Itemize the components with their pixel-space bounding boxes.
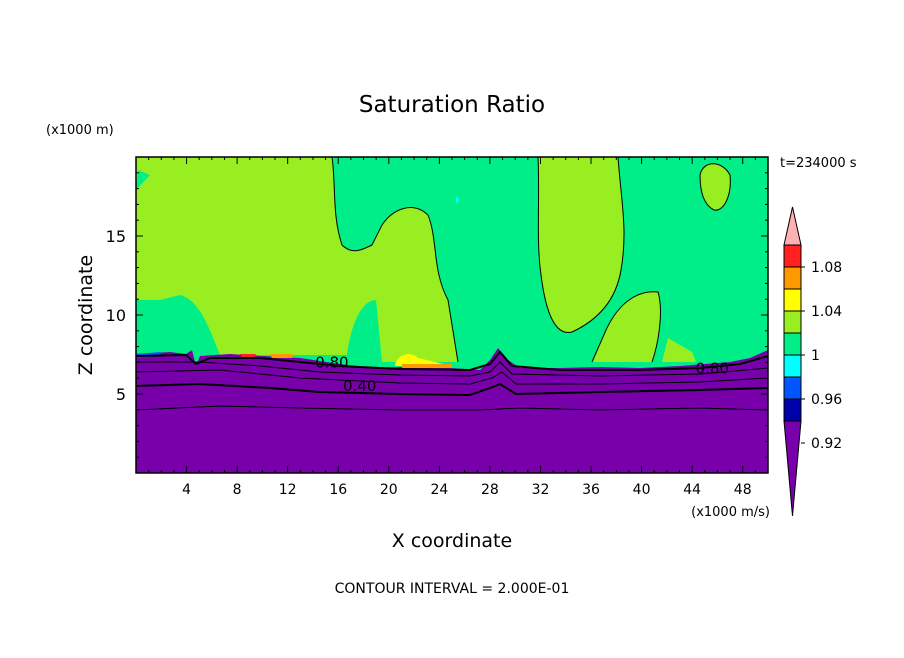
subsaturation-patch — [456, 196, 460, 204]
x-axis-label: X coordinate — [392, 530, 512, 552]
x-tick-label: 28 — [481, 482, 499, 498]
x-tick-label: 24 — [430, 482, 448, 498]
x-tick-label: 12 — [279, 482, 297, 498]
y-tick-label: 10 — [106, 306, 126, 325]
colorbar-swatch — [783, 398, 802, 422]
x-tick-label: 32 — [532, 482, 550, 498]
colorbar-label: 1.04 — [811, 304, 842, 320]
plot-area: 0.80 0.40 0.80 — [136, 157, 768, 473]
supersaturation-patch — [270, 354, 294, 358]
saturated-region — [136, 157, 731, 362]
x-axis-ticks: 4 8 12 16 20 24 28 32 36 40 44 48 — [148, 157, 756, 498]
colorbar-label: 1.08 — [811, 260, 842, 276]
supersaturation-patch — [240, 354, 256, 357]
colorbar-swatch — [783, 266, 802, 290]
colorbar-swatch — [783, 288, 802, 312]
y-units-label: (x1000 m) — [46, 123, 114, 138]
colorbar-swatch — [783, 332, 802, 356]
colorbar-label: 0.96 — [811, 392, 842, 408]
colorbar-swatch — [783, 310, 802, 334]
colorbar-label: 0.92 — [811, 436, 842, 452]
colorbar-swatch — [783, 376, 802, 400]
x-tick-label: 4 — [182, 482, 191, 498]
y-tick-label: 15 — [106, 227, 126, 246]
x-tick-label: 20 — [380, 482, 398, 498]
supersaturation-patch — [402, 364, 452, 368]
contour-label: 0.80 — [696, 360, 729, 378]
dry-region — [136, 348, 768, 473]
contour-interval-label: CONTOUR INTERVAL = 2.000E-01 — [335, 581, 570, 597]
colorbar-swatch — [783, 354, 802, 378]
chart-title: Saturation Ratio — [359, 92, 545, 118]
x-units-label: (x1000 m/s) — [691, 505, 770, 520]
colorbar-swatch — [783, 244, 802, 268]
contour-lines — [136, 157, 768, 411]
contour-labels: 0.80 0.40 0.80 — [315, 353, 729, 395]
supersaturation-patch — [395, 354, 452, 366]
x-tick-label: 8 — [233, 482, 242, 498]
x-tick-label: 48 — [734, 482, 752, 498]
y-tick-label: 5 — [116, 385, 126, 404]
contour-label: 0.80 — [315, 353, 348, 371]
x-tick-label: 40 — [633, 482, 651, 498]
y-axis-label: Z coordinate — [75, 255, 97, 375]
colorbar-label: 1 — [811, 348, 820, 364]
x-tick-label: 44 — [683, 482, 701, 498]
x-tick-label: 36 — [582, 482, 600, 498]
y-axis-ticks: 5 10 15 — [106, 172, 768, 458]
x-tick-label: 16 — [329, 482, 347, 498]
colorbar-bottom-arrow — [783, 420, 802, 517]
contour-label: 0.40 — [343, 377, 376, 395]
time-label: t=234000 s — [780, 156, 857, 171]
colorbar: 1.08 1.04 1 0.96 0.92 — [783, 206, 842, 517]
colorbar-top-arrow — [783, 206, 802, 246]
